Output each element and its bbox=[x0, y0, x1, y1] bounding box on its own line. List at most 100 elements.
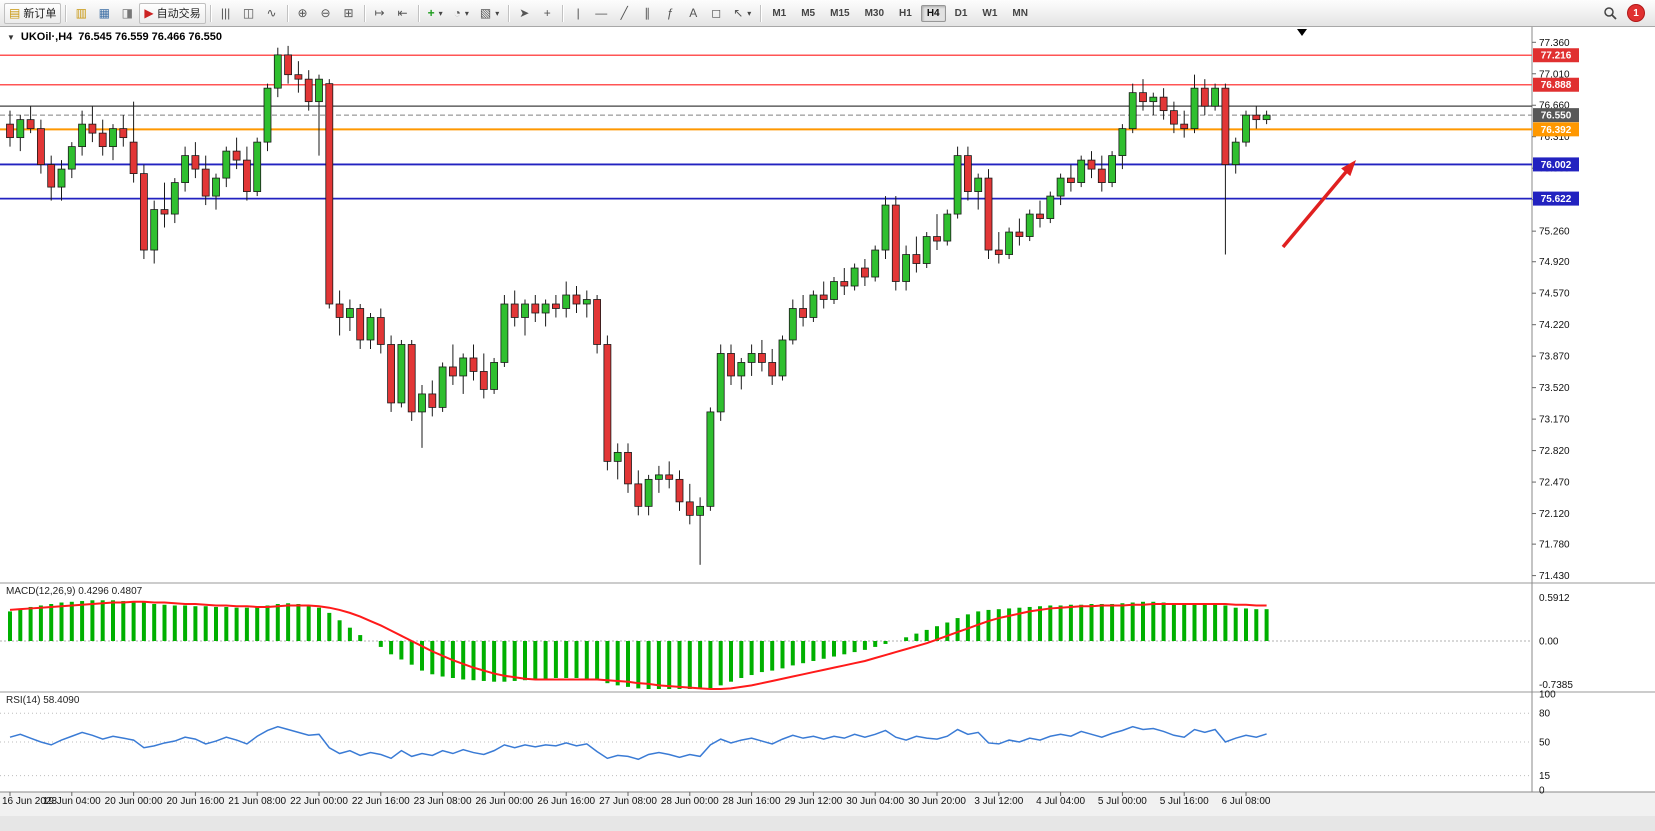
arrows-button[interactable]: ↖ ▾ bbox=[728, 3, 756, 24]
svg-text:0.5912: 0.5912 bbox=[1539, 593, 1570, 604]
horizontal-line-button[interactable]: — bbox=[590, 3, 612, 24]
chart-shift-button[interactable]: ⇤ bbox=[392, 3, 414, 24]
dropdown-caret-icon: ▾ bbox=[747, 8, 752, 18]
svg-text:29 Jun 12:00: 29 Jun 12:00 bbox=[784, 796, 842, 807]
trendline-button[interactable]: ╱ bbox=[613, 3, 635, 24]
new-order-button[interactable]: ▤ 新订单 bbox=[4, 2, 62, 24]
timeframe-d1-button[interactable]: D1 bbox=[949, 5, 974, 22]
timeframe-mn-button[interactable]: MN bbox=[1006, 5, 1034, 22]
timeframe-h1-button[interactable]: H1 bbox=[893, 5, 918, 22]
timeframe-m1-button[interactable]: M1 bbox=[766, 5, 792, 22]
svg-text:76.550: 76.550 bbox=[1541, 111, 1572, 122]
svg-text:76.392: 76.392 bbox=[1541, 125, 1572, 136]
timeframe-w1-button[interactable]: W1 bbox=[976, 5, 1003, 22]
arrows-icon: ↖ bbox=[733, 6, 744, 20]
svg-text:28 Jun 16:00: 28 Jun 16:00 bbox=[723, 796, 781, 807]
svg-text:72.470: 72.470 bbox=[1539, 478, 1570, 489]
svg-text:5 Jul 16:00: 5 Jul 16:00 bbox=[1160, 796, 1209, 807]
bar-chart-button[interactable]: ||| bbox=[215, 3, 237, 24]
new-order-button-label: 新订单 bbox=[23, 8, 57, 20]
svg-text:0: 0 bbox=[1539, 786, 1545, 797]
time-axis[interactable] bbox=[0, 792, 1655, 816]
toolbar-separator bbox=[286, 4, 288, 22]
svg-text:74.220: 74.220 bbox=[1539, 320, 1570, 331]
svg-text:74.920: 74.920 bbox=[1539, 257, 1570, 268]
svg-text:6 Jul 08:00: 6 Jul 08:00 bbox=[1222, 796, 1271, 807]
navigator-button[interactable]: ◨ bbox=[116, 3, 138, 24]
symbol-label: UKOil·,H4 bbox=[20, 31, 73, 43]
crosshair-button[interactable]: + bbox=[536, 3, 558, 24]
chart-background bbox=[0, 26, 1655, 792]
crosshair-icon: + bbox=[543, 6, 551, 20]
auto-trading-button[interactable]: ▶ 自动交易 bbox=[139, 2, 206, 24]
svg-text:5 Jul 00:00: 5 Jul 00:00 bbox=[1098, 796, 1147, 807]
indicators-button[interactable]: + ▾ bbox=[423, 3, 448, 24]
periods-button[interactable]: ◔ ▾ bbox=[449, 3, 474, 24]
status-bar bbox=[0, 816, 1655, 831]
rsi-indicator-label: RSI(14) 58.4090 bbox=[6, 695, 80, 706]
svg-text:3 Jul 12:00: 3 Jul 12:00 bbox=[974, 796, 1023, 807]
svg-text:73.870: 73.870 bbox=[1539, 352, 1570, 363]
line-chart-button[interactable]: ∿ bbox=[261, 3, 283, 24]
line-chart-icon: ∿ bbox=[266, 6, 277, 20]
toolbar-separator bbox=[417, 4, 419, 22]
chart-title: ▼ UKOil·,H4 76.545 76.559 76.466 76.550 bbox=[7, 31, 222, 43]
vertical-line-button[interactable]: | bbox=[567, 3, 589, 24]
zoom-in-button[interactable]: ⊕ bbox=[292, 3, 314, 24]
svg-text:28 Jun 00:00: 28 Jun 00:00 bbox=[661, 796, 719, 807]
svg-text:20 Jun 00:00: 20 Jun 00:00 bbox=[105, 796, 163, 807]
cursor-button[interactable]: ➤ bbox=[513, 3, 535, 24]
new-order-icon: ▤ bbox=[9, 6, 21, 20]
svg-text:74.570: 74.570 bbox=[1539, 289, 1570, 300]
timeframe-m15-button[interactable]: M15 bbox=[824, 5, 855, 22]
fibonacci-button[interactable]: ƒ bbox=[659, 3, 681, 24]
timeframe-h4-button[interactable]: H4 bbox=[920, 4, 946, 22]
svg-text:21 Jun 08:00: 21 Jun 08:00 bbox=[228, 796, 286, 807]
channel-icon: ∥ bbox=[644, 6, 651, 20]
market-watch-button[interactable]: ▥ bbox=[70, 3, 92, 24]
navigator-icon: ◨ bbox=[121, 6, 134, 20]
toolbar-separator bbox=[508, 4, 510, 22]
data-window-button[interactable]: ▦ bbox=[93, 3, 115, 24]
templates-button[interactable]: ▧ ▾ bbox=[475, 3, 504, 24]
svg-text:76.888: 76.888 bbox=[1541, 80, 1572, 91]
dropdown-caret-icon: ▾ bbox=[438, 8, 443, 18]
svg-text:26 Jun 00:00: 26 Jun 00:00 bbox=[475, 796, 533, 807]
svg-text:72.120: 72.120 bbox=[1539, 509, 1570, 520]
candlestick-button[interactable]: ◫ bbox=[238, 3, 260, 24]
zoom-in-icon: ⊕ bbox=[297, 6, 308, 20]
svg-text:76.310: 76.310 bbox=[1539, 132, 1570, 143]
arrow-annotation[interactable] bbox=[1281, 160, 1356, 249]
svg-text:76.002: 76.002 bbox=[1541, 160, 1572, 171]
zoom-out-button[interactable]: ⊖ bbox=[315, 3, 337, 24]
svg-text:22 Jun 16:00: 22 Jun 16:00 bbox=[352, 796, 410, 807]
timeframe-m30-button[interactable]: M30 bbox=[859, 5, 890, 22]
symbol-dropdown-icon[interactable]: ▼ bbox=[7, 32, 15, 42]
svg-text:73.520: 73.520 bbox=[1539, 383, 1570, 394]
text-button[interactable]: A bbox=[682, 3, 704, 24]
toolbar-separator bbox=[65, 4, 67, 22]
trend-line-icon: ╱ bbox=[620, 6, 628, 20]
auto-scroll-button[interactable]: ↦ bbox=[369, 3, 391, 24]
svg-text:77.216: 77.216 bbox=[1541, 51, 1572, 62]
svg-text:0.00: 0.00 bbox=[1539, 637, 1559, 648]
svg-text:100: 100 bbox=[1539, 690, 1556, 701]
timeframe-m5-button[interactable]: M5 bbox=[795, 5, 821, 22]
svg-text:27 Jun 08:00: 27 Jun 08:00 bbox=[599, 796, 657, 807]
svg-text:75.622: 75.622 bbox=[1541, 194, 1572, 205]
search-button[interactable] bbox=[1598, 3, 1622, 24]
tile-windows-button[interactable]: ⊞ bbox=[338, 3, 360, 24]
price-axis[interactable]: 77.36077.01076.66076.31075.96075.61075.2… bbox=[1532, 38, 1573, 797]
auto-trading-button-label: 自动交易 bbox=[156, 8, 201, 20]
shapes-button[interactable]: ◻ bbox=[705, 3, 727, 24]
svg-text:50: 50 bbox=[1539, 738, 1551, 749]
notification-badge[interactable]: 1 bbox=[1627, 4, 1645, 22]
svg-text:80: 80 bbox=[1539, 709, 1551, 720]
ohlc-values: 76.545 76.559 76.466 76.550 bbox=[78, 31, 223, 43]
chart-shift-marker[interactable] bbox=[1297, 29, 1307, 36]
toolbar: ▤ 新订单 ▥ ▦ ◨ ▶ 自动交易 ||| ◫ ∿ ⊕ ⊖ ⊞ ↦ ⇤ + ▾ ◔ ▾ ▧ ▾ ➤ + | — ╱ ∥ ƒ A ◻ ↖ ▾ M… bbox=[0, 0, 1655, 27]
channel-button[interactable]: ∥ bbox=[636, 3, 658, 24]
